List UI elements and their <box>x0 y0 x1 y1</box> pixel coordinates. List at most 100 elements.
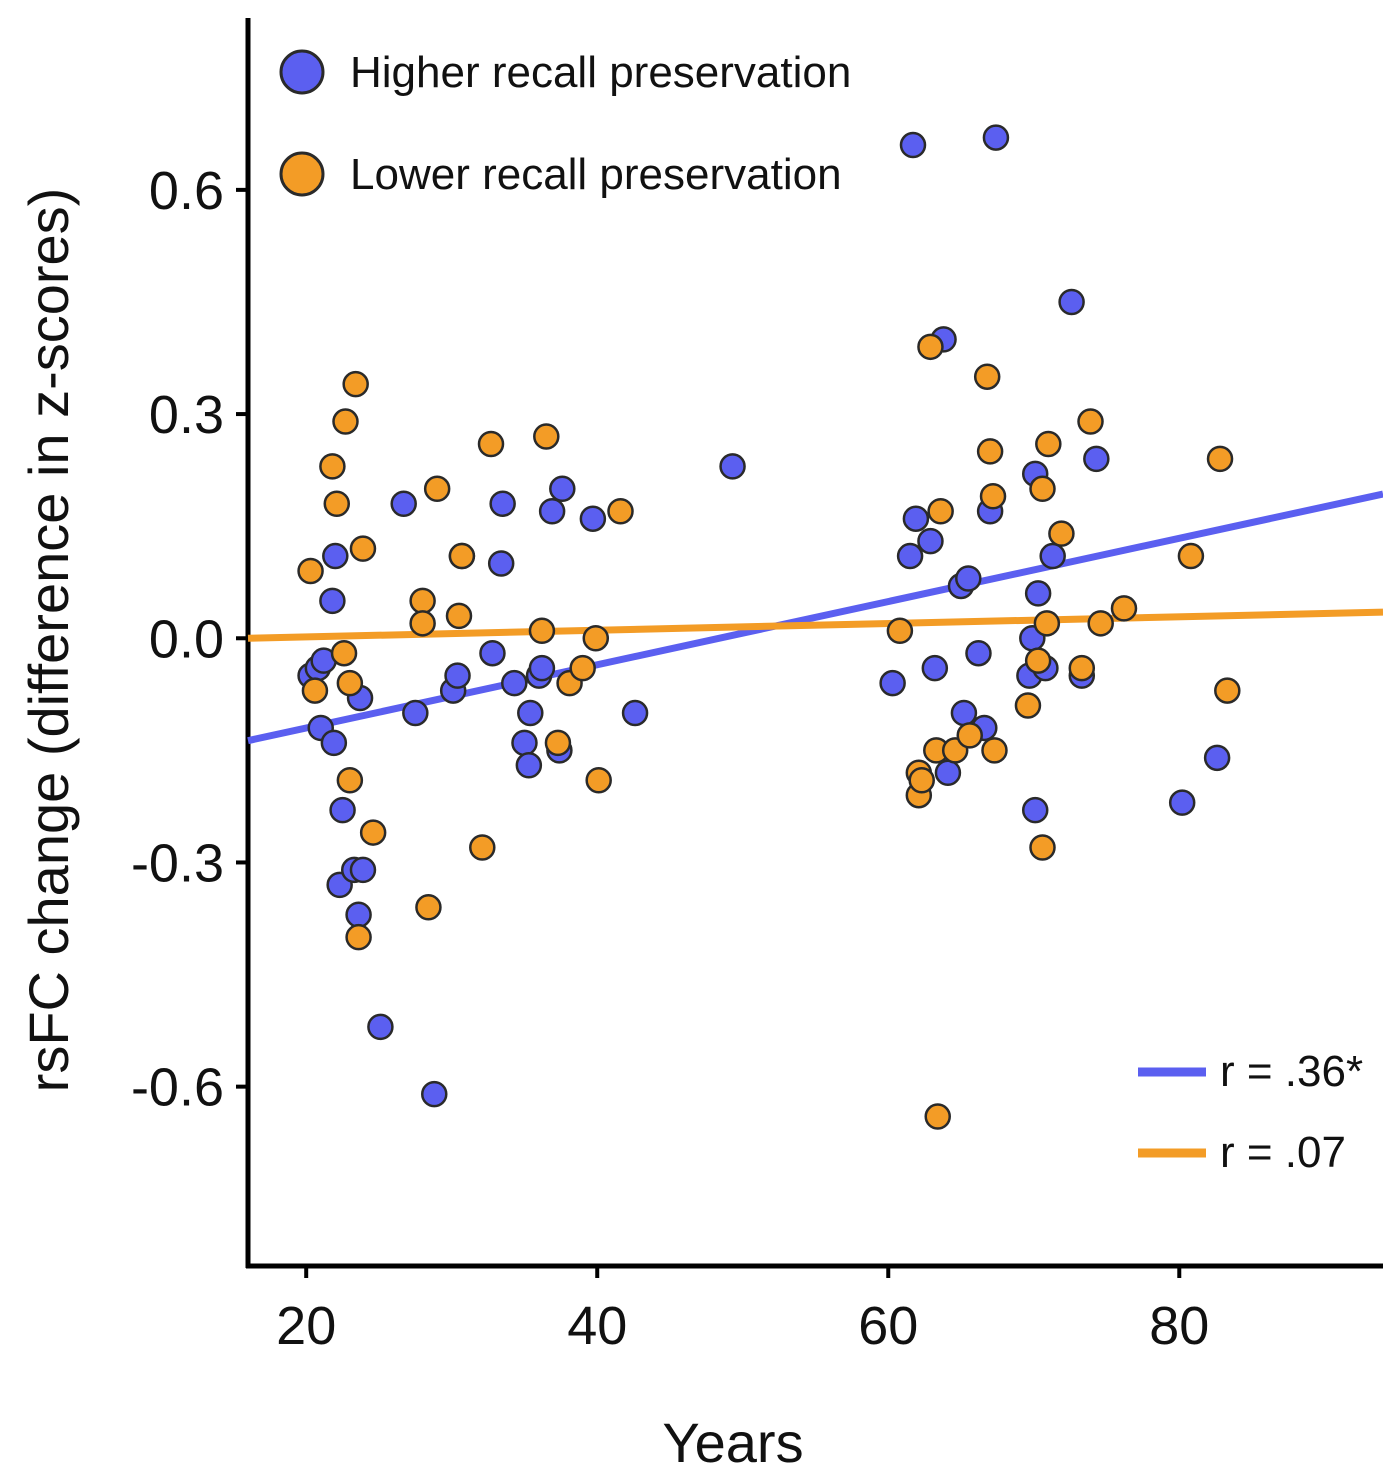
lower-recall-point <box>886 617 914 645</box>
higher-recall-point <box>538 497 566 525</box>
fit-lines <box>247 490 1383 745</box>
lower-recall-point <box>1077 408 1104 435</box>
higher-recall-point <box>1058 288 1085 316</box>
lower-recall-point <box>301 677 329 704</box>
lower-recall-point <box>908 767 935 794</box>
lower-recall-point <box>1024 647 1052 674</box>
higher-recall-point <box>896 542 924 570</box>
axes <box>245 18 1383 1269</box>
x-axis-title: Years <box>662 1411 803 1474</box>
lower-recall-point <box>924 1103 951 1130</box>
lower-recall-point <box>1035 430 1062 458</box>
lower-recall-point <box>409 610 436 637</box>
higher-recall-point <box>982 124 1010 151</box>
higher-recall-point <box>322 542 349 570</box>
higher-recall-point <box>621 699 649 727</box>
fit-legend-label-lower: r = .07 <box>1220 1128 1346 1177</box>
lower-recall-point <box>1068 654 1096 682</box>
legend-marker-higher <box>279 49 325 95</box>
lower-recall-point <box>979 483 1007 510</box>
higher-recall-point <box>1083 445 1110 473</box>
lower-recall-point <box>528 617 556 645</box>
fit-legend: r = .36* r = .07 <box>1138 1047 1363 1177</box>
higher-recall-point <box>402 699 429 727</box>
lower-recall-point <box>448 542 476 570</box>
higher-recall-point <box>719 453 746 480</box>
lower-recall-point <box>585 767 612 794</box>
x-tick-label: 60 <box>858 1296 918 1356</box>
higher-recall-point <box>421 1080 448 1108</box>
higher-recall-point <box>349 856 377 884</box>
higher-recall-point <box>950 699 978 727</box>
x-tick-label: 40 <box>567 1296 627 1356</box>
legend-label-higher: Higher recall preservation <box>350 48 851 97</box>
higher-recall-point <box>390 490 417 517</box>
higher-recall-point <box>487 550 515 577</box>
legend-marker-lower <box>279 151 325 197</box>
lower-recall-point <box>342 370 369 398</box>
higher-recall-point <box>528 654 556 682</box>
lower-recall-point <box>569 654 596 682</box>
higher-recall-point <box>549 475 576 503</box>
lower-recall-point <box>345 923 372 951</box>
higher-recall-point <box>320 729 348 757</box>
higher-recall-point <box>955 565 982 592</box>
y-tick-label: -0.3 <box>131 833 224 893</box>
lower-recall-point <box>336 767 364 794</box>
lower-recall-point <box>1087 610 1114 637</box>
higher-recall-point <box>511 729 538 757</box>
lower-recall-point <box>469 834 496 861</box>
y-tick-label: 0.3 <box>149 385 224 445</box>
higher-recall-point <box>479 639 506 667</box>
x-tick-label: 80 <box>1149 1296 1209 1356</box>
higher-recall-point <box>1168 789 1196 816</box>
lower-recall-point <box>1048 520 1075 547</box>
lower-recall-point <box>927 497 954 525</box>
fit-line-higher <box>247 490 1383 745</box>
lower-recall-point <box>533 423 560 450</box>
lower-recall-point <box>917 333 944 361</box>
y-axis-title: rsFC change (difference in z-scores) <box>17 188 80 1093</box>
higher-recall-point <box>902 505 930 532</box>
lower-recall-point <box>976 438 1004 465</box>
higher-recall-point <box>579 505 607 532</box>
lower-recall-point <box>1206 445 1234 473</box>
higher-recall-point <box>879 669 906 697</box>
lower-recall-point <box>415 894 442 921</box>
higher-recall-point <box>515 752 543 779</box>
y-tick-label: 0.6 <box>149 161 224 221</box>
higher-recall-point <box>367 1013 394 1041</box>
legend-label-lower: Lower recall preservation <box>350 150 842 199</box>
legend: Higher recall preservation Lower recall … <box>279 48 851 199</box>
lower-recall-point <box>1014 692 1042 719</box>
lower-recall-point <box>330 639 358 667</box>
higher-recall-point <box>965 639 992 667</box>
higher-recall-point <box>934 759 962 787</box>
higher-recall-point <box>319 587 346 615</box>
lower-recall-point <box>973 363 1001 390</box>
lower-recall-point <box>981 737 1008 764</box>
lower-recall-point <box>1214 677 1241 704</box>
x-ticks: 20 40 60 80 <box>276 1266 1209 1356</box>
lower-recall-point <box>319 453 346 480</box>
lower-recall-point <box>297 557 324 585</box>
lower-recall-point <box>477 430 505 458</box>
lower-recall-point <box>409 587 436 615</box>
lower-recall-point <box>1033 610 1061 637</box>
lower-recall-point <box>336 669 364 697</box>
higher-recall-point <box>917 527 944 555</box>
x-tick-label: 20 <box>276 1296 336 1356</box>
higher-recall-point <box>329 796 356 824</box>
lower-recall-point <box>445 602 473 630</box>
higher-recall-point <box>345 901 372 929</box>
y-tick-label: 0.0 <box>149 609 224 669</box>
higher-recall-point <box>899 131 927 159</box>
lower-recall-point <box>1029 834 1056 861</box>
lower-recall-point <box>1110 595 1138 622</box>
lower-recall-point <box>349 535 377 562</box>
fit-line-lower <box>247 608 1383 642</box>
lower-recall-point <box>359 819 387 846</box>
higher-recall-point <box>1203 744 1231 772</box>
y-tick-label: -0.6 <box>131 1058 224 1118</box>
higher-recall-point <box>444 662 471 689</box>
